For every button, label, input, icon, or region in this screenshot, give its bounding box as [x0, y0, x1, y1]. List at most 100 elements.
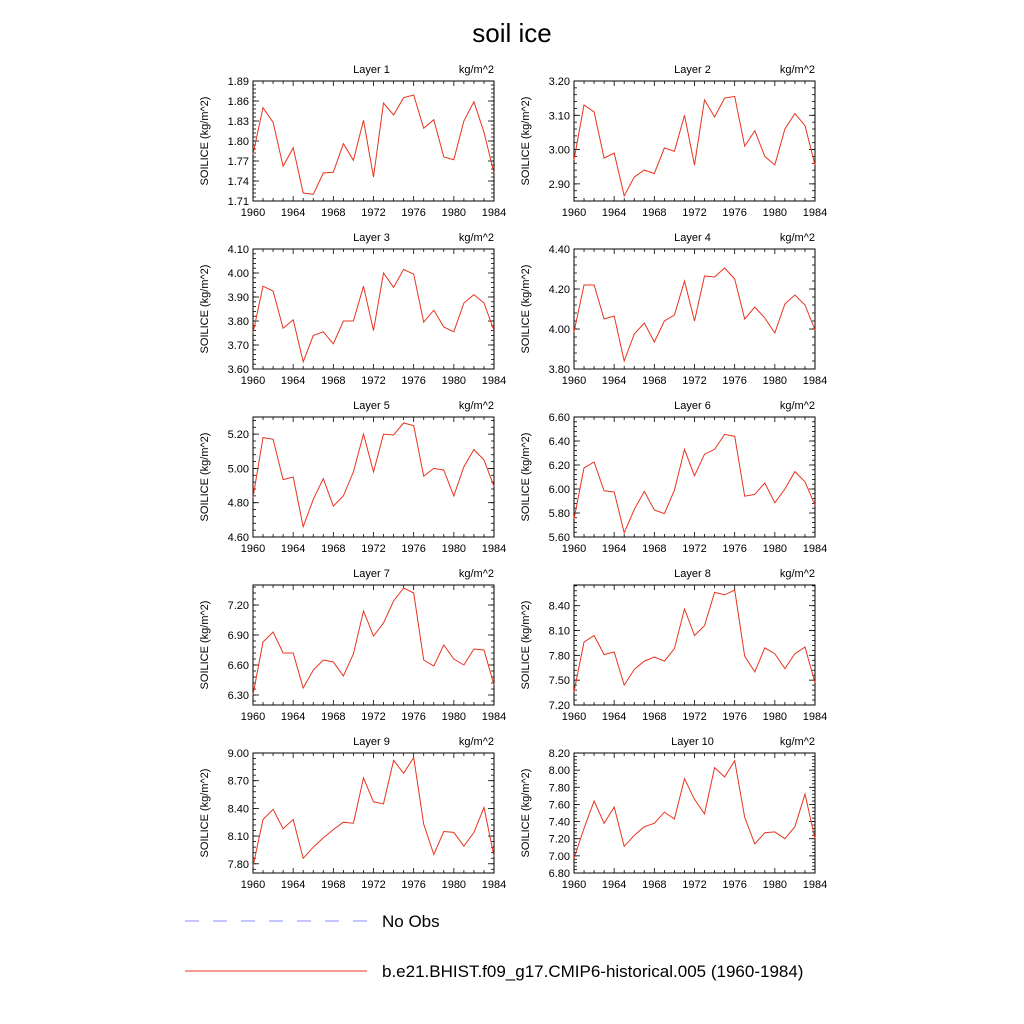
y-tick-label: 1.71	[228, 196, 249, 208]
x-tick-label: 1984	[803, 711, 827, 723]
panel-layer-9: Layer 9 kg/m^2 1960 1964 1968 1972 1976 1980 198…	[199, 736, 506, 891]
legend: No Obs b.e21.BHIST.f09_g17.CMIP6-histori…	[185, 912, 803, 981]
y-tick-label: 8.40	[549, 601, 570, 613]
x-tick-label: 1984	[482, 879, 506, 891]
y-tick-label: 3.00	[549, 145, 570, 157]
plot-frame	[252, 248, 495, 370]
y-tick-label: 6.00	[549, 484, 570, 496]
y-axis-label: SOILICE (kg/m^2)	[199, 97, 211, 186]
panel-title: Layer 8	[674, 568, 711, 580]
x-tick-label: 1968	[321, 375, 345, 387]
y-tick-label: 1.89	[228, 76, 249, 88]
x-tick-label: 1960	[562, 375, 586, 387]
y-tick-label: 6.60	[228, 660, 249, 672]
x-tick-label: 1972	[361, 543, 385, 555]
x-tick-label: 1964	[281, 207, 305, 219]
x-tick-label: 1968	[321, 543, 345, 555]
series-line-layer-7	[252, 587, 495, 696]
y-axis-label: SOILICE (kg/m^2)	[199, 433, 211, 522]
x-tick-label: 1960	[241, 879, 265, 891]
y-tick-label: 7.40	[549, 817, 570, 829]
x-tick-label: 1968	[321, 207, 345, 219]
panel-units: kg/m^2	[459, 736, 494, 748]
y-tick-label: 1.86	[228, 96, 249, 108]
x-tick-label: 1976	[722, 375, 746, 387]
x-tick-label: 1972	[682, 375, 706, 387]
x-tick-label: 1984	[482, 375, 506, 387]
y-tick-label: 7.00	[549, 851, 570, 863]
plot-frame	[252, 416, 495, 538]
y-tick-label: 7.20	[228, 600, 249, 612]
x-tick-label: 1972	[361, 207, 385, 219]
x-tick-label: 1964	[281, 375, 305, 387]
y-tick-label: 6.80	[549, 868, 570, 880]
x-tick-label: 1964	[602, 543, 626, 555]
plot-frame	[252, 80, 495, 202]
y-tick-label: 4.80	[228, 498, 249, 510]
y-axis-label: SOILICE (kg/m^2)	[520, 601, 532, 690]
panel-layer-7: Layer 7 kg/m^2 1960 1964 1968 1972 1976 1980 198…	[199, 568, 506, 723]
x-tick-label: 1972	[361, 879, 385, 891]
x-tick-label: 1980	[763, 879, 787, 891]
plot-frame	[573, 584, 816, 706]
y-tick-label: 1.74	[228, 176, 249, 188]
x-tick-label: 1972	[682, 879, 706, 891]
x-tick-label: 1968	[642, 879, 666, 891]
x-tick-label: 1964	[602, 375, 626, 387]
x-tick-label: 1968	[321, 711, 345, 723]
x-tick-label: 1980	[442, 543, 466, 555]
x-tick-label: 1972	[682, 711, 706, 723]
panel-title: Layer 5	[353, 400, 390, 412]
y-tick-label: 3.80	[549, 364, 570, 376]
x-tick-label: 1960	[241, 375, 265, 387]
x-tick-label: 1984	[482, 207, 506, 219]
panel-units: kg/m^2	[459, 232, 494, 244]
x-tick-label: 1984	[803, 543, 827, 555]
plot-frame	[252, 752, 495, 874]
x-tick-label: 1980	[442, 711, 466, 723]
panel-layer-10: Layer 10 kg/m^2 1960 1964 1968 1972 1976 1980 19…	[520, 736, 827, 891]
y-tick-label: 6.30	[228, 690, 249, 702]
plot-frame	[573, 248, 816, 370]
series-line-layer-3	[252, 268, 495, 364]
y-tick-label: 7.20	[549, 700, 570, 712]
y-axis-label: SOILICE (kg/m^2)	[520, 97, 532, 186]
x-tick-label: 1972	[682, 207, 706, 219]
x-tick-label: 1960	[562, 879, 586, 891]
x-tick-label: 1960	[241, 207, 265, 219]
x-tick-label: 1980	[763, 375, 787, 387]
panel-title: Layer 10	[671, 736, 714, 748]
series-line-layer-6	[573, 433, 816, 535]
x-tick-label: 1980	[442, 879, 466, 891]
y-tick-label: 6.40	[549, 436, 570, 448]
panel-units: kg/m^2	[459, 400, 494, 412]
panel-units: kg/m^2	[459, 568, 494, 580]
y-tick-label: 8.10	[549, 626, 570, 638]
y-tick-label: 7.20	[549, 834, 570, 846]
y-tick-label: 3.10	[549, 110, 570, 122]
x-tick-label: 1976	[401, 375, 425, 387]
y-tick-label: 7.80	[228, 859, 249, 871]
figure-title: soil ice	[472, 18, 551, 48]
y-tick-label: 5.80	[549, 508, 570, 520]
y-axis-label: SOILICE (kg/m^2)	[520, 433, 532, 522]
x-tick-label: 1972	[682, 543, 706, 555]
panel-units: kg/m^2	[780, 736, 815, 748]
x-tick-label: 1968	[642, 375, 666, 387]
y-tick-label: 8.00	[549, 765, 570, 777]
y-tick-label: 7.50	[549, 675, 570, 687]
panel-title: Layer 7	[353, 568, 390, 580]
series-line-layer-2	[573, 95, 816, 198]
x-tick-label: 1976	[401, 711, 425, 723]
y-tick-label: 5.00	[228, 463, 249, 475]
x-tick-label: 1964	[602, 879, 626, 891]
plot-frame	[573, 416, 816, 538]
panel-layer-4: Layer 4 kg/m^2 1960 1964 1968 1972 1976 1980 198…	[520, 232, 827, 387]
x-tick-label: 1980	[763, 711, 787, 723]
x-tick-label: 1984	[803, 207, 827, 219]
x-tick-label: 1984	[482, 543, 506, 555]
y-axis-label: SOILICE (kg/m^2)	[199, 601, 211, 690]
x-tick-label: 1976	[401, 207, 425, 219]
legend-label-no-obs: No Obs	[382, 912, 440, 931]
series-line-layer-8	[573, 589, 816, 692]
